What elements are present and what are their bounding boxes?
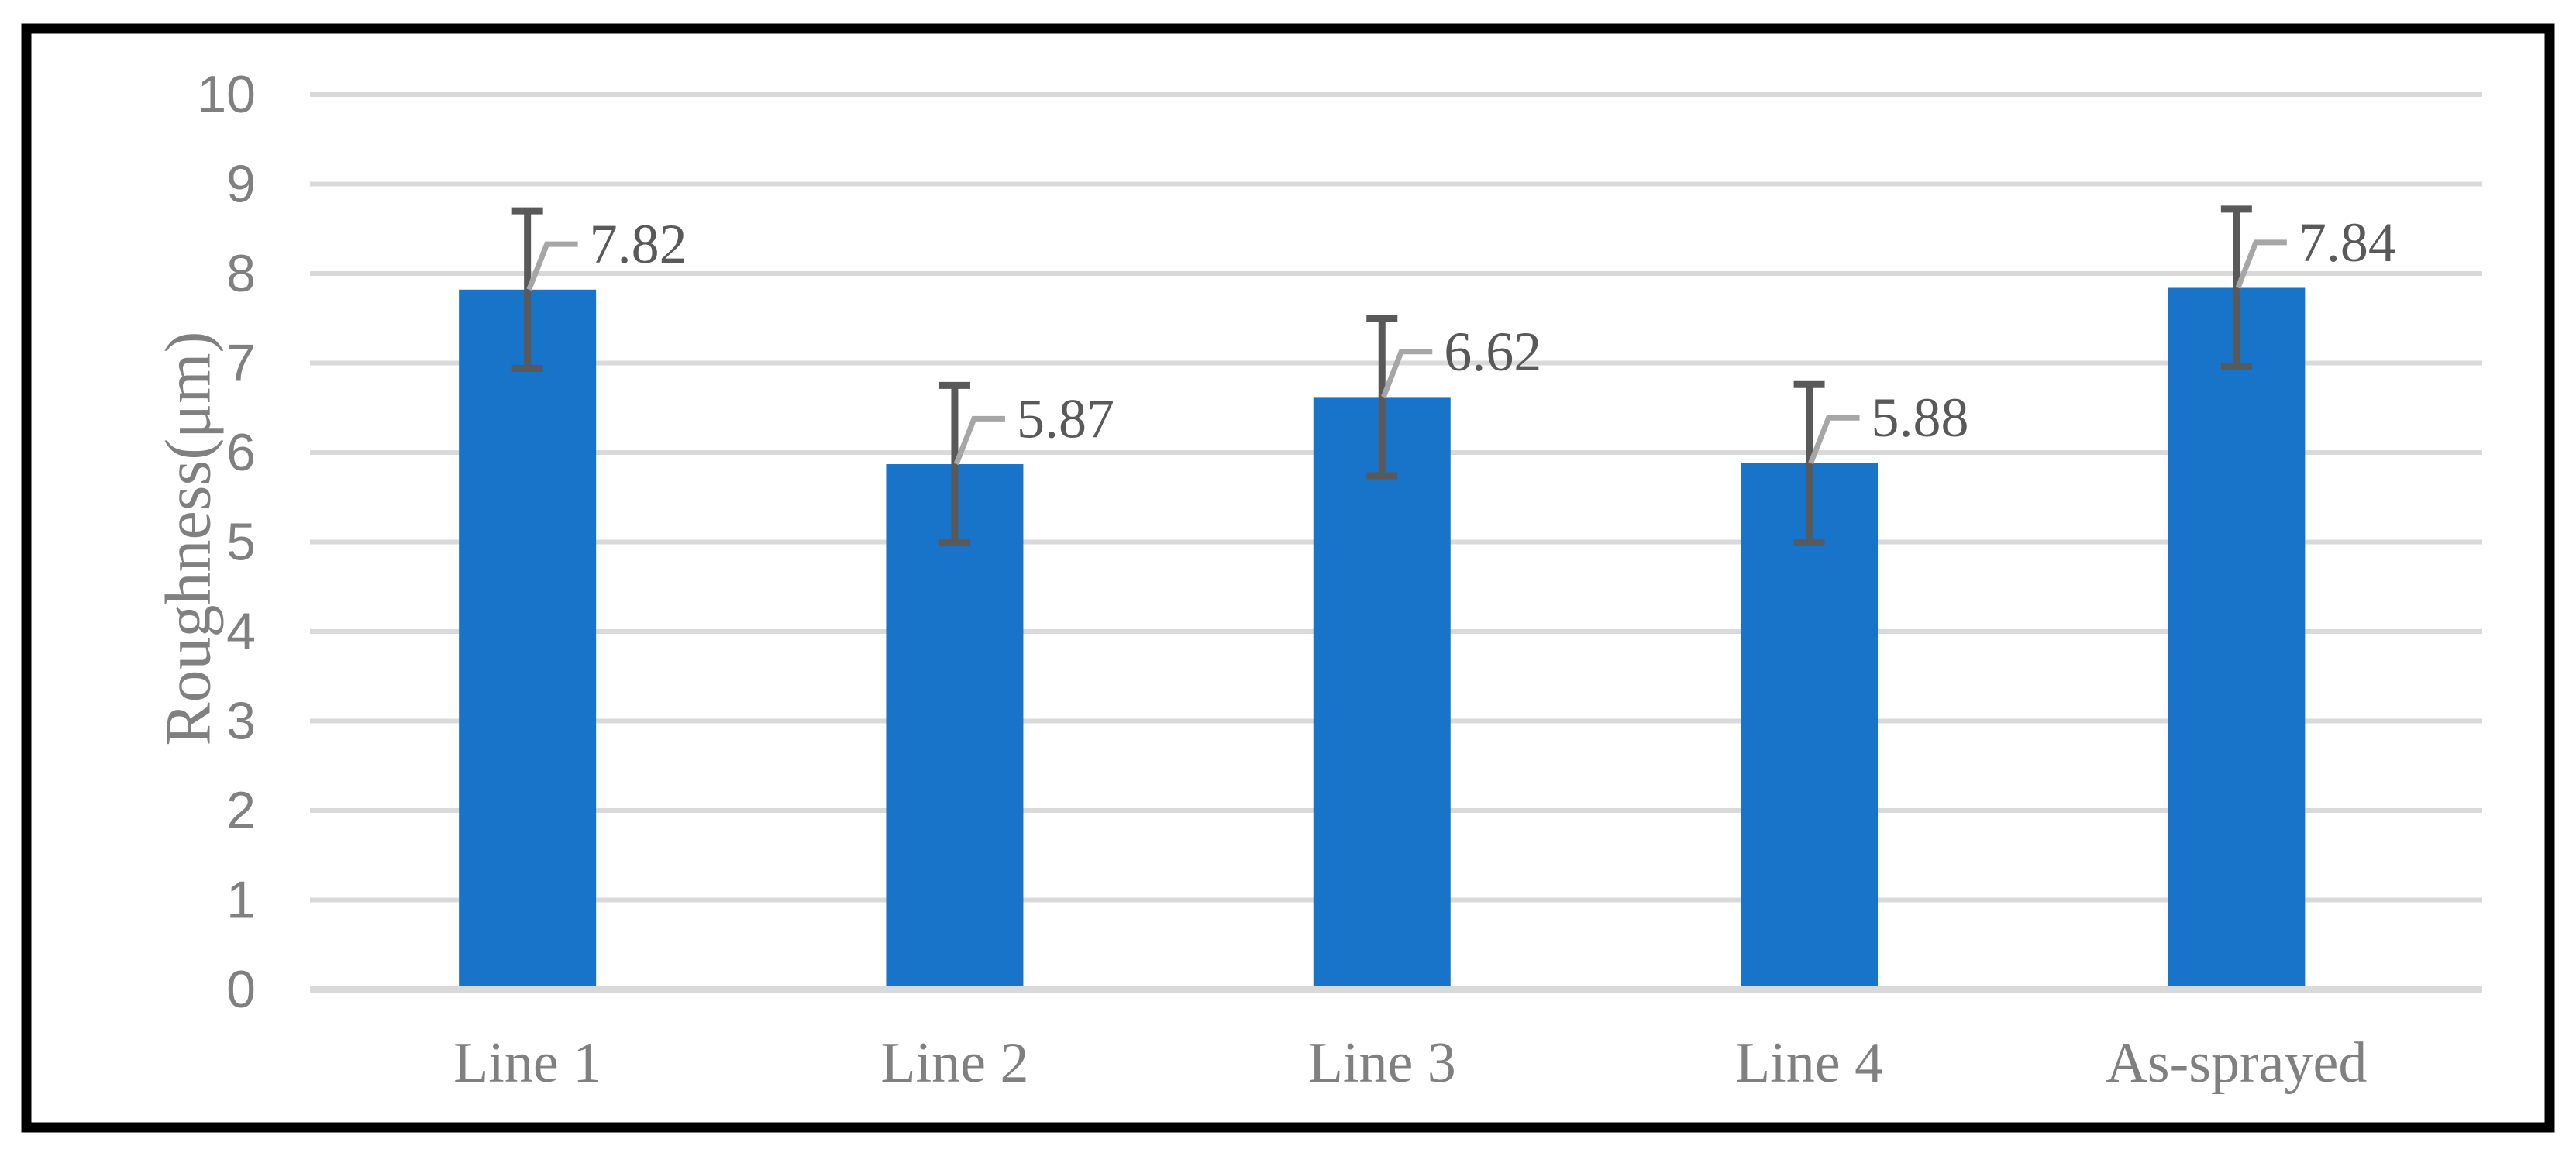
bar-line-4 [1741, 463, 1879, 990]
data-label-line-2: 5.87 [1017, 387, 1114, 449]
leader-line-line-3 [1380, 349, 1433, 398]
category-label-line-3: Line 3 [1308, 1031, 1456, 1095]
y-tick-label-3: 3 [226, 692, 256, 751]
bar-as-sprayed [2168, 287, 2306, 990]
y-tick-label-6: 6 [226, 423, 256, 482]
y-tick-label-4: 4 [226, 602, 256, 661]
y-tick-label-2: 2 [226, 781, 256, 840]
category-label-line-4: Line 4 [1735, 1031, 1883, 1095]
y-tick-label-9: 9 [226, 155, 256, 214]
leader-lines-group [526, 239, 2287, 466]
y-axis-title: Roughness(μm) [153, 331, 225, 745]
bars-group [459, 287, 2306, 990]
leader-line-as-sprayed [2235, 239, 2287, 289]
category-label-line-1: Line 1 [453, 1031, 601, 1095]
y-tick-label-8: 8 [226, 244, 256, 303]
category-label-line-2: Line 2 [880, 1031, 1028, 1095]
y-tick-label-7: 7 [226, 334, 256, 393]
y-tick-label-10: 10 [197, 65, 256, 124]
bar-line-2 [886, 464, 1024, 990]
bar-line-3 [1313, 397, 1451, 990]
category-label-as-sprayed: As-sprayed [2106, 1031, 2367, 1095]
y-tick-label-5: 5 [226, 513, 256, 572]
category-labels-group: Line 1 Line 2 Line 3 Line 4 As-sprayed [453, 1031, 2367, 1095]
data-labels-group: 7.82 5.87 6.62 5.88 7.84 [590, 212, 2396, 450]
leader-line-line-1 [526, 241, 578, 291]
data-label-as-sprayed: 7.84 [2299, 212, 2396, 274]
figure-border [21, 23, 2555, 1133]
y-tick-labels-group: 0 1 2 3 4 5 6 7 8 9 10 [197, 65, 256, 1019]
y-tick-label-1: 1 [226, 871, 256, 930]
data-label-line-3: 6.62 [1444, 321, 1541, 383]
data-label-line-4: 5.88 [1872, 387, 1969, 449]
leader-line-line-4 [1808, 415, 1860, 465]
data-label-line-1: 7.82 [590, 213, 687, 275]
y-tick-label-0: 0 [226, 960, 256, 1019]
gridlines-group [310, 92, 2482, 903]
bar-line-1 [459, 289, 597, 990]
error-bars-group [511, 205, 2252, 547]
leader-line-line-2 [953, 415, 1005, 466]
